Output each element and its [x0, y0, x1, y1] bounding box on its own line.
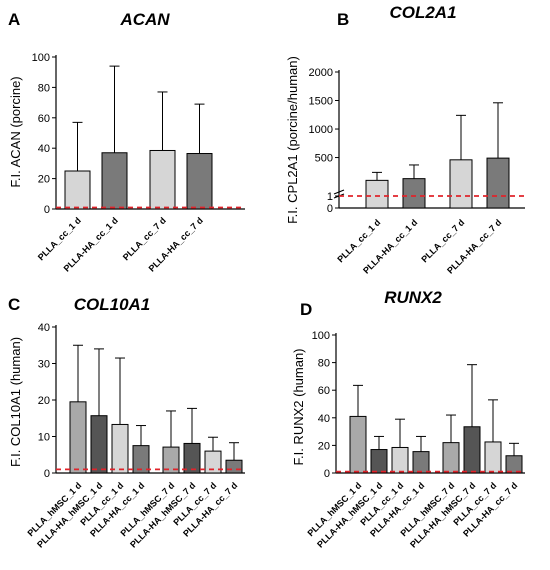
bar: [484, 441, 502, 474]
y-tick-label: 0: [324, 468, 330, 480]
bar: [449, 159, 473, 209]
y-tick-label: 60: [38, 113, 50, 125]
y-tick-label: 1000: [309, 124, 333, 136]
bar: [111, 423, 129, 474]
chart-title: COL2A1: [389, 3, 456, 22]
bar: [370, 449, 388, 474]
y-tick-label: 0: [327, 203, 333, 215]
y-tick-label: 2000: [309, 67, 333, 79]
y-tick-label: 100: [312, 330, 330, 342]
y-axis-label: F.I. ACAN (porcine): [8, 76, 23, 187]
bar: [412, 451, 430, 474]
y-tick-label: 20: [38, 174, 50, 186]
panel-a: A ACAN F.I. ACAN (porcine) 0 20 40 60 80 100 P…: [0, 0, 275, 290]
panel-letter: A: [8, 10, 20, 29]
y-tick-label: 60: [318, 385, 330, 397]
bar: [64, 170, 91, 210]
y-tick-label: 20: [318, 440, 330, 452]
y-tick-label: 1500: [309, 96, 333, 108]
panel-letter: B: [337, 10, 349, 29]
runx2-chart: D RUNX2 F.I. RUNX2 (human) 020406080100P…: [291, 290, 525, 550]
y-tick-label: 1: [327, 191, 333, 203]
col2a1-chart: B COL2A1 F.I. CPL2A1 (porcine/human) 015…: [285, 3, 525, 276]
bar: [505, 455, 523, 474]
bar: [391, 446, 409, 474]
bar: [225, 459, 243, 474]
panel-c: C COL10A1 F.I. COL10A1 (human) 0 10 20 30 40…: [0, 290, 275, 570]
bar: [486, 157, 510, 209]
y-tick-label: 40: [38, 143, 50, 155]
axis-break-mark: [333, 189, 345, 195]
y-tick-label: 20: [38, 395, 50, 407]
bar: [442, 442, 460, 474]
y-axis-label: F.I. CPL2A1 (porcine/human): [285, 56, 300, 224]
chart-title: ACAN: [119, 10, 170, 29]
bar: [463, 426, 481, 474]
y-tick-label: 0: [44, 204, 50, 216]
chart-title: RUNX2: [384, 290, 442, 307]
y-tick-label: 80: [318, 358, 330, 370]
y-tick-label: 0: [44, 468, 50, 480]
bar: [101, 152, 128, 210]
bar: [162, 446, 180, 474]
y-axis-label: F.I. RUNX2 (human): [291, 348, 306, 465]
bar: [90, 415, 108, 474]
y-tick-label: 500: [315, 153, 333, 165]
bar: [349, 415, 367, 474]
y-tick-label: 40: [38, 322, 50, 334]
y-tick-label: 100: [32, 52, 50, 64]
bar: [186, 153, 213, 210]
panel-letter: C: [8, 295, 20, 314]
bar: [149, 149, 176, 210]
panel-letter: D: [300, 300, 312, 319]
chart-title: COL10A1: [74, 295, 151, 314]
y-tick-label: 40: [318, 413, 330, 425]
acan-chart: A ACAN F.I. ACAN (porcine) 020406080100P…: [8, 10, 245, 274]
bar: [69, 401, 87, 474]
y-tick-label: 10: [38, 432, 50, 444]
panel-d: D RUNX2 F.I. RUNX2 (human) 0 20 40 60 80 100 P…: [275, 290, 550, 570]
y-axis-label: F.I. COL10A1 (human): [8, 337, 23, 467]
y-tick-label: 80: [38, 82, 50, 94]
bar: [402, 178, 426, 209]
col10a1-chart: C COL10A1 F.I. COL10A1 (human) 0 10 20 30 40…: [8, 295, 245, 550]
bar: [365, 179, 389, 209]
y-tick-label: 30: [38, 359, 50, 371]
